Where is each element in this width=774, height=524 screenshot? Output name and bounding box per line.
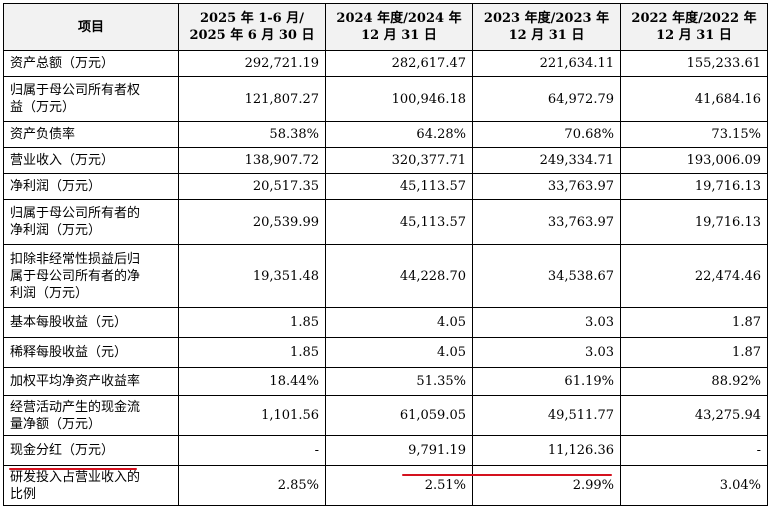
red-underline-label [9,468,137,470]
cell: 292,721.19 [178,50,326,77]
cell: 3.03 [472,337,621,368]
cell: 1,101.56 [178,395,326,436]
cell: 282,617.47 [325,50,473,77]
row-label: 净利润（万元） [3,173,179,200]
table-row: 资产负债率 58.38% 64.28% 70.68% 73.15% [3,121,768,148]
table-row: 经营活动产生的现金流 量净额（万元） 1,101.56 61,059.05 49,… [3,395,768,436]
cell: 320,377.71 [325,147,473,174]
cell: 138,907.72 [178,147,326,174]
row-label: 经营活动产生的现金流 量净额（万元） [3,395,179,436]
cell: 61,059.05 [325,395,473,436]
cell: 2.51% [325,465,473,506]
cell: 11,126.36 [472,435,621,466]
cell: 64,972.79 [472,76,621,122]
row-label: 归属于母公司所有者权 益（万元） [3,76,179,122]
row-label: 加权平均净资产收益率 [3,367,179,396]
table-row: 归属于母公司所有者的 净利润（万元） 20,539.99 45,113.57 33… [3,199,768,245]
cell: 1.87 [620,337,768,368]
financial-table: 项目 2025 年 1-6 月/2025 年 6 月 30 日 2024 年度/… [3,3,768,506]
header-row: 项目 2025 年 1-6 月/2025 年 6 月 30 日 2024 年度/… [3,3,768,51]
cell: 221,634.11 [472,50,621,77]
cell: 61.19% [472,367,621,396]
table-row: 现金分红（万元） - 9,791.19 11,126.36 - [3,435,768,466]
table-row: 净利润（万元） 20,517.35 45,113.57 33,763.97 19… [3,173,768,200]
cell: 45,113.57 [325,199,473,245]
cell: 20,539.99 [178,199,326,245]
cell: 1.85 [178,307,326,338]
header-col-2022: 2022 年度/2022 年 12 月 31 日 [620,3,768,51]
cell: 2.85% [178,465,326,506]
cell: - [620,435,768,466]
cell: 9,791.19 [325,435,473,466]
table-row: 营业收入（万元） 138,907.72 320,377.71 249,334.7… [3,147,768,174]
red-underline-2024 [402,474,612,476]
cell: 4.05 [325,337,473,368]
row-label: 营业收入（万元） [3,147,179,174]
cell: 19,351.48 [178,244,326,308]
cell: 19,716.13 [620,173,768,200]
cell: 1.87 [620,307,768,338]
table-row: 归属于母公司所有者权 益（万元） 121,807.27 100,946.18 64… [3,76,768,122]
cell: - [178,435,326,466]
cell: 44,228.70 [325,244,473,308]
cell: 33,763.97 [472,173,621,200]
table-row: 资产总额（万元） 292,721.19 282,617.47 221,634.1… [3,50,768,77]
cell: 19,716.13 [620,199,768,245]
cell: 4.05 [325,307,473,338]
row-label: 扣除非经常性损益后归 属于母公司所有者的净 利润（万元） [3,244,179,308]
cell: 33,763.97 [472,199,621,245]
header-col-2025: 2025 年 1-6 月/2025 年 6 月 30 日 [178,3,326,51]
row-label: 资产总额（万元） [3,50,179,77]
cell: 18.44% [178,367,326,396]
header-item: 项目 [3,3,179,51]
cell: 73.15% [620,121,768,148]
row-label: 归属于母公司所有者的 净利润（万元） [3,199,179,245]
cell: 51.35% [325,367,473,396]
cell: 3.03 [472,307,621,338]
cell: 20,517.35 [178,173,326,200]
cell: 34,538.67 [472,244,621,308]
row-label: 稀释每股收益（元） [3,337,179,368]
cell: 3.04% [620,465,768,506]
header-col-2023: 2023 年度/2023 年 12 月 31 日 [472,3,621,51]
row-label: 研发投入占营业收入的 比例 [3,465,179,506]
cell: 121,807.27 [178,76,326,122]
row-label: 资产负债率 [3,121,179,148]
cell: 22,474.46 [620,244,768,308]
cell: 100,946.18 [325,76,473,122]
cell: 58.38% [178,121,326,148]
cell: 1.85 [178,337,326,368]
cell: 2.99% [472,465,621,506]
cell: 249,334.71 [472,147,621,174]
cell: 70.68% [472,121,621,148]
row-label: 现金分红（万元） [3,435,179,466]
cell: 41,684.16 [620,76,768,122]
table-row: 扣除非经常性损益后归 属于母公司所有者的净 利润（万元） 19,351.48 44,… [3,244,768,308]
table-row: 稀释每股收益（元） 1.85 4.05 3.03 1.87 [3,337,768,368]
cell: 64.28% [325,121,473,148]
cell: 49,511.77 [472,395,621,436]
cell: 45,113.57 [325,173,473,200]
cell: 155,233.61 [620,50,768,77]
cell: 88.92% [620,367,768,396]
cell: 193,006.09 [620,147,768,174]
table-row: 基本每股收益（元） 1.85 4.05 3.03 1.87 [3,307,768,338]
table-row: 研发投入占营业收入的 比例 2.85% 2.51% 2.99% 3.04% [3,465,768,506]
header-col-2024: 2024 年度/2024 年 12 月 31 日 [325,3,473,51]
cell: 43,275.94 [620,395,768,436]
table-row: 加权平均净资产收益率 18.44% 51.35% 61.19% 88.92% [3,367,768,396]
row-label: 基本每股收益（元） [3,307,179,338]
